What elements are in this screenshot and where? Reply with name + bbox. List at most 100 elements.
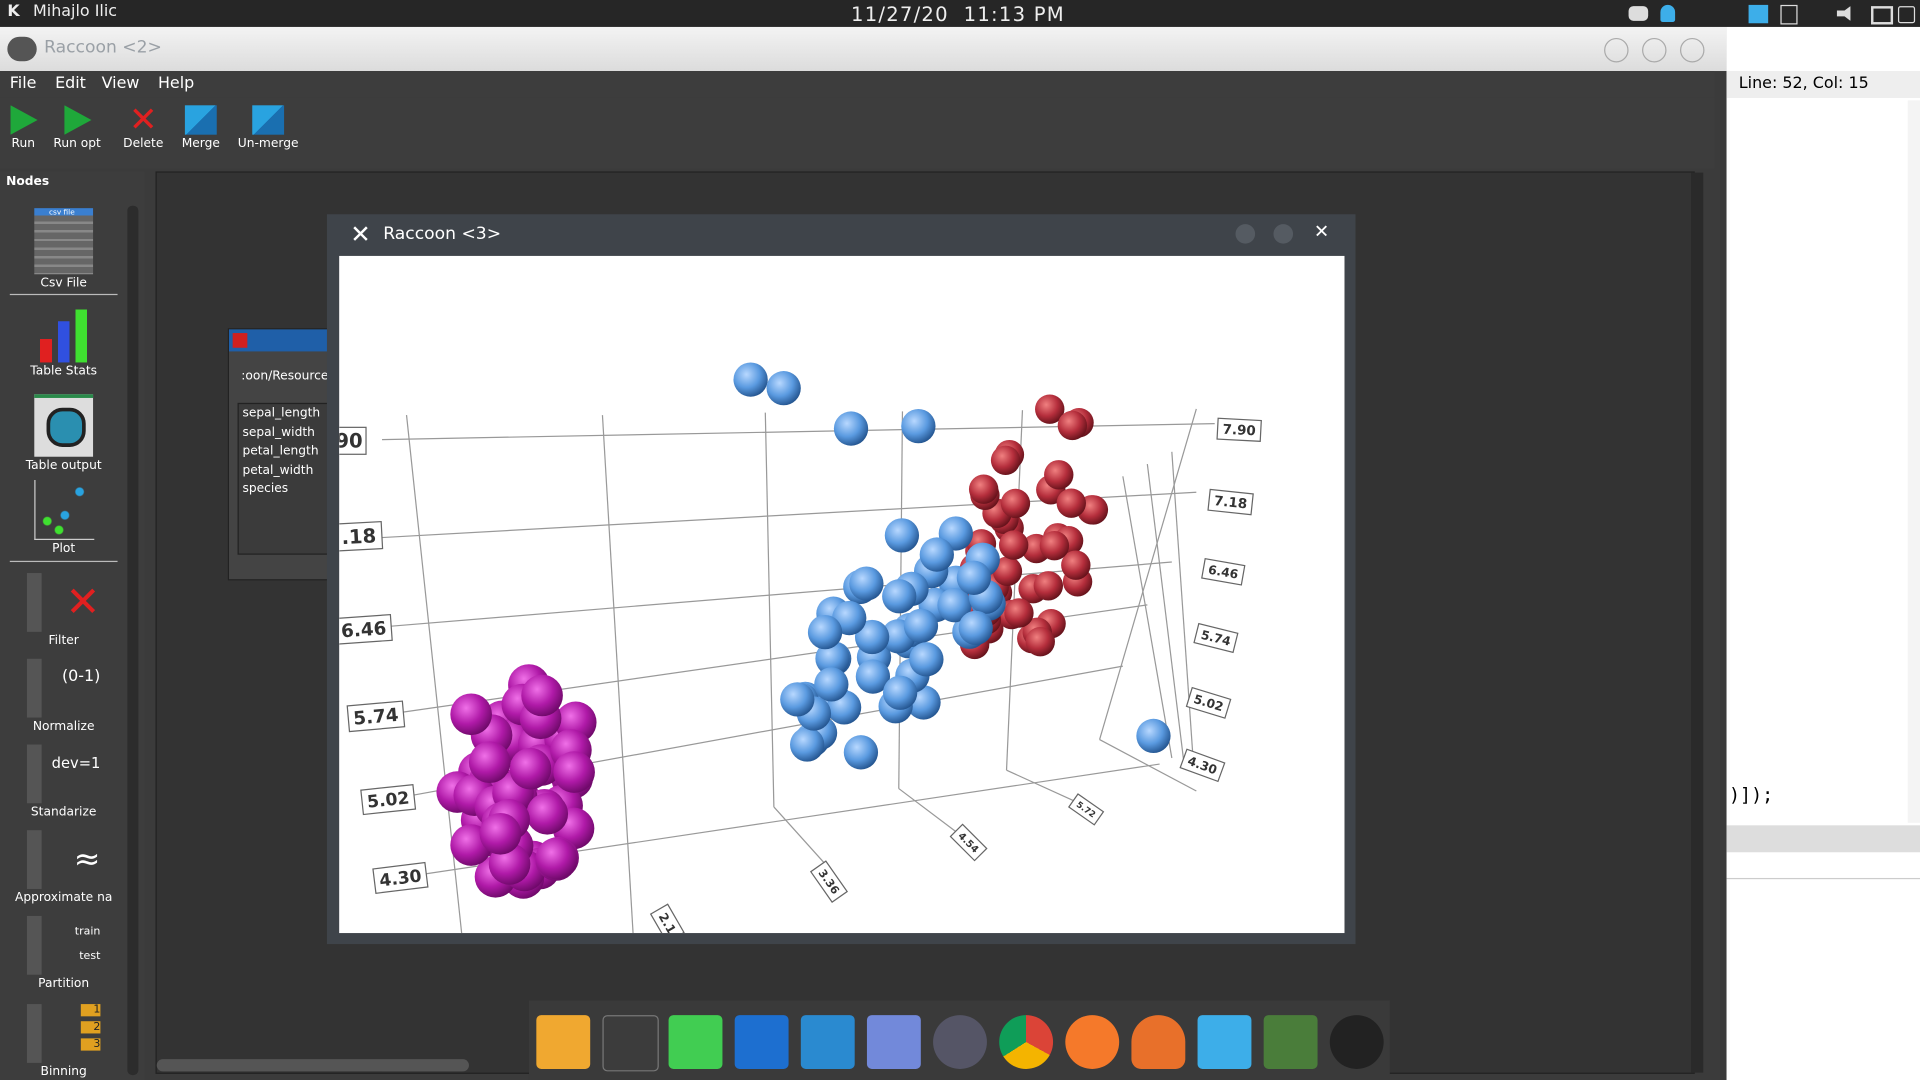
maximize-button[interactable] <box>1273 224 1294 244</box>
user-name[interactable]: Mihajlo Ilic <box>33 2 118 21</box>
column[interactable]: sepal_length <box>242 406 321 421</box>
sphere <box>553 751 595 793</box>
minimize-button[interactable] <box>1235 224 1256 244</box>
h-scrollbar[interactable] <box>156 1059 469 1072</box>
close-button[interactable] <box>1680 37 1705 63</box>
tick-label: 7.90 <box>1222 423 1256 440</box>
tray-discord[interactable] <box>1628 6 1649 21</box>
tray-app[interactable] <box>1748 4 1769 24</box>
delete-button[interactable]: ✕ Delete <box>113 102 174 150</box>
kde-logo[interactable]: K <box>7 2 20 21</box>
dock-terraria[interactable] <box>1263 1015 1318 1069</box>
dock-chrome[interactable] <box>999 1015 1054 1069</box>
dock-terminal[interactable] <box>602 1015 659 1072</box>
sphere <box>1078 495 1109 525</box>
grid-line <box>601 415 634 934</box>
v-scrollbar[interactable] <box>1691 172 1704 1073</box>
menu-item[interactable]: File <box>9 74 37 94</box>
sphere <box>1136 718 1171 754</box>
menu-item[interactable]: Edit <box>55 74 86 94</box>
unmerge-button[interactable]: Un-merge <box>237 105 299 151</box>
dock-monitor[interactable] <box>800 1015 855 1069</box>
dock-blender[interactable] <box>1065 1015 1120 1069</box>
sphere <box>919 537 954 572</box>
dock-inkscape[interactable] <box>933 1015 987 1069</box>
dock-gimp[interactable] <box>1131 1015 1186 1069</box>
maximize-button[interactable] <box>1642 37 1667 63</box>
sphere <box>884 518 920 553</box>
tray-notifications[interactable] <box>1660 4 1676 23</box>
node-approximate[interactable]: ≈ Approximate na <box>2 830 124 905</box>
dialog-close[interactable] <box>232 333 248 348</box>
node-binning[interactable]: 1 2 3 Binning <box>2 1002 124 1079</box>
window-titlebar: Raccoon <2> <box>0 26 1911 72</box>
plot-window: ✕ Raccoon <3> ✕ 90 .18 6.46 5.74 5.02 4.30 7.9… <box>326 214 1356 945</box>
tray-display[interactable] <box>1871 6 1894 25</box>
sphere <box>956 560 992 595</box>
node-csv[interactable]: csv file Csv File <box>2 208 124 290</box>
node-filter[interactable]: ✕ Filter <box>2 573 124 648</box>
menu-item[interactable]: Help <box>157 74 195 94</box>
node-table-output[interactable]: Table output <box>2 394 124 473</box>
sphere <box>780 682 815 717</box>
sphere <box>882 579 917 614</box>
icon-text: csv file <box>48 208 75 217</box>
dock-editor[interactable] <box>734 1015 789 1069</box>
axis-label: .18 <box>339 521 384 552</box>
node-plot[interactable]: Plot <box>2 480 124 556</box>
sphere <box>903 608 939 643</box>
scatter-3d[interactable]: 90 .18 6.46 5.74 5.02 4.30 7.90 7.18 6.46 5.74 5.0… <box>339 256 1344 934</box>
tick-label: 6.46 <box>340 618 387 642</box>
run-opt-button[interactable]: Run opt <box>47 105 108 151</box>
dock-qt[interactable] <box>668 1015 723 1069</box>
column[interactable]: sepal_width <box>242 425 315 439</box>
close-button[interactable]: ✕ <box>1313 220 1330 243</box>
dock-vmware[interactable] <box>1197 1015 1252 1069</box>
tray-volume[interactable] <box>1836 6 1851 21</box>
grid-line <box>1122 476 1173 759</box>
axis-label: 4.30 <box>372 861 429 894</box>
axis-labels: 90 .18 6.46 5.74 5.02 4.30 7.90 7.18 6.46 5.74 5.0… <box>339 417 1262 934</box>
icon-text: 1 <box>80 1004 101 1017</box>
node-table-stats[interactable]: Table Stats <box>2 304 124 378</box>
label-box <box>1201 557 1246 586</box>
editor-scrollbar[interactable] <box>1907 100 1920 823</box>
separator <box>9 560 118 563</box>
status-bar: Line: 52, Col: 15 <box>1726 71 1920 98</box>
csv-dialog: :oon/Resource sepal_length sepal_width p… <box>227 328 346 581</box>
icon-lens <box>46 407 86 447</box>
sphere <box>992 556 1023 586</box>
grid-line <box>1006 769 1075 802</box>
grid-line <box>764 412 775 807</box>
dock-discord[interactable] <box>866 1015 921 1069</box>
scrollbar[interactable] <box>127 205 139 1076</box>
grid-line <box>1099 408 1197 740</box>
tray-clipboard[interactable] <box>1780 4 1798 25</box>
node-normalize[interactable]: (0-1) Normalize <box>2 658 124 733</box>
sphere <box>968 474 999 504</box>
icon-text: (0-1) <box>26 658 100 718</box>
node-label: Plot <box>52 542 76 556</box>
panel-header <box>1726 825 1920 853</box>
dock-raccoon[interactable] <box>1329 1015 1384 1069</box>
node-label: Csv File <box>40 276 87 291</box>
tick-label: 90 <box>339 430 362 453</box>
sphere <box>854 619 890 655</box>
column[interactable]: petal_width <box>242 463 314 477</box>
column[interactable]: petal_length <box>242 444 319 458</box>
window-title: Raccoon <2> <box>44 37 162 58</box>
menu-item[interactable]: View <box>101 74 140 94</box>
column[interactable]: species <box>242 482 289 496</box>
label: Un-merge <box>237 137 299 151</box>
sphere <box>807 614 843 650</box>
menu-bar: File Edit View Help <box>0 71 1715 98</box>
minimize-button[interactable] <box>1604 37 1629 63</box>
node-partition[interactable]: train test Partition <box>2 915 124 991</box>
sphere <box>468 741 511 784</box>
dock-files[interactable] <box>536 1015 591 1069</box>
toolbar: Run Run opt ✕ Delete Merge Un-merge <box>0 97 1715 169</box>
merge-button[interactable]: Merge <box>170 105 231 151</box>
tray-menu[interactable] <box>1897 6 1916 24</box>
node-standarize[interactable]: dev=1 Standarize <box>2 744 124 819</box>
run-button[interactable]: Run <box>0 105 54 151</box>
